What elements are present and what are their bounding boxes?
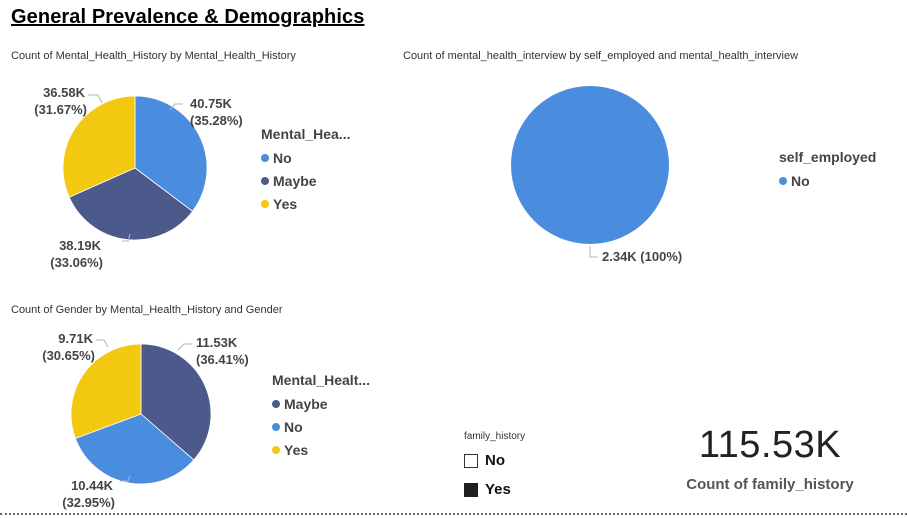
legend-gender: Mental_Healt... Maybe No Yes [272, 372, 370, 461]
data-label-percent: (36.41%) [196, 352, 249, 367]
pie-slice-maybe[interactable] [140, 343, 212, 461]
legend-label: Yes [284, 441, 309, 458]
pie-slice-no[interactable] [74, 413, 195, 485]
chart-title-gender: Count of Gender by Mental_Health_History… [11, 304, 283, 316]
kpi-value: 115.53K [698, 424, 842, 466]
legend-label: Maybe [273, 172, 317, 189]
data-label-value: 11.53K [196, 335, 238, 350]
data-label-value: 38.19K [59, 238, 102, 253]
slicer-option-label: No [485, 452, 505, 469]
slicer-option-no[interactable]: No [464, 446, 525, 475]
leader-line [96, 339, 109, 348]
legend-label: No [273, 149, 292, 166]
legend-item-no[interactable]: No [261, 146, 350, 169]
legend-dot-icon [272, 422, 280, 431]
data-label-value: 2.34K (100%) [602, 249, 682, 264]
pie-slice-maybe[interactable] [68, 167, 194, 241]
pie-slice-yes[interactable] [62, 95, 136, 198]
slicer-option-yes[interactable]: Yes [464, 475, 525, 504]
legend-mh-history: Mental_Hea... No Maybe Yes [261, 126, 350, 215]
page-title: General Prevalence & Demographics [11, 6, 365, 28]
legend-dot-icon [261, 153, 269, 162]
leader-line [589, 246, 598, 258]
data-label-percent: (33.06%) [50, 255, 103, 270]
legend-title: self_employed [779, 149, 877, 165]
data-label-percent: (30.65%) [42, 348, 95, 363]
legend-label: Yes [273, 195, 298, 212]
legend-item-yes[interactable]: Yes [261, 192, 350, 215]
checkbox-unchecked-icon[interactable] [464, 453, 478, 468]
legend-item-maybe[interactable]: Maybe [272, 392, 370, 415]
legend-label: No [284, 418, 303, 435]
data-label-value: 10.44K [71, 478, 114, 493]
chart-title-mh-history: Count of Mental_Health_History by Mental… [11, 50, 296, 62]
legend-item-no[interactable]: No [272, 415, 370, 438]
slicer-option-label: Yes [485, 481, 511, 498]
data-label-percent: (31.67%) [34, 102, 87, 117]
data-label-value: 9.71K [58, 331, 93, 346]
data-label-value: 36.58K [43, 85, 86, 100]
data-label-percent: (32.95%) [62, 495, 115, 510]
data-label-value: 40.75K [190, 96, 233, 111]
family-history-slicer: family_history No Yes [464, 431, 525, 504]
leader-line [177, 343, 192, 351]
kpi-label: Count of family_history [686, 476, 854, 493]
legend-label: Maybe [284, 395, 328, 412]
chart-title-interview: Count of mental_health_interview by self… [403, 50, 799, 62]
leader-line [88, 94, 103, 104]
legend-dot-icon [272, 445, 280, 454]
leader-line [120, 475, 131, 482]
slicer-title: family_history [464, 431, 526, 442]
legend-dot-icon [272, 399, 280, 408]
pie-slice-no[interactable] [511, 86, 669, 244]
leader-line [169, 103, 183, 111]
legend-item-yes[interactable]: Yes [272, 438, 370, 461]
legend-item-maybe[interactable]: Maybe [261, 169, 350, 192]
legend-dot-icon [261, 176, 269, 185]
checkbox-checked-icon[interactable] [464, 482, 478, 497]
legend-interview: self_employed No [779, 149, 876, 192]
legend-dot-icon [261, 199, 269, 208]
legend-label: No [791, 172, 810, 189]
leader-line [122, 233, 131, 242]
legend-item-no[interactable]: No [779, 169, 876, 192]
page-bottom-border [0, 513, 907, 515]
legend-title: Mental_Healt... [272, 372, 371, 388]
legend-dot-icon [779, 176, 787, 185]
pie-slice-yes[interactable] [70, 343, 142, 439]
data-label-percent: (35.28%) [190, 113, 243, 128]
legend-title: Mental_Hea... [261, 126, 351, 142]
pie-slice-no[interactable] [134, 95, 208, 212]
